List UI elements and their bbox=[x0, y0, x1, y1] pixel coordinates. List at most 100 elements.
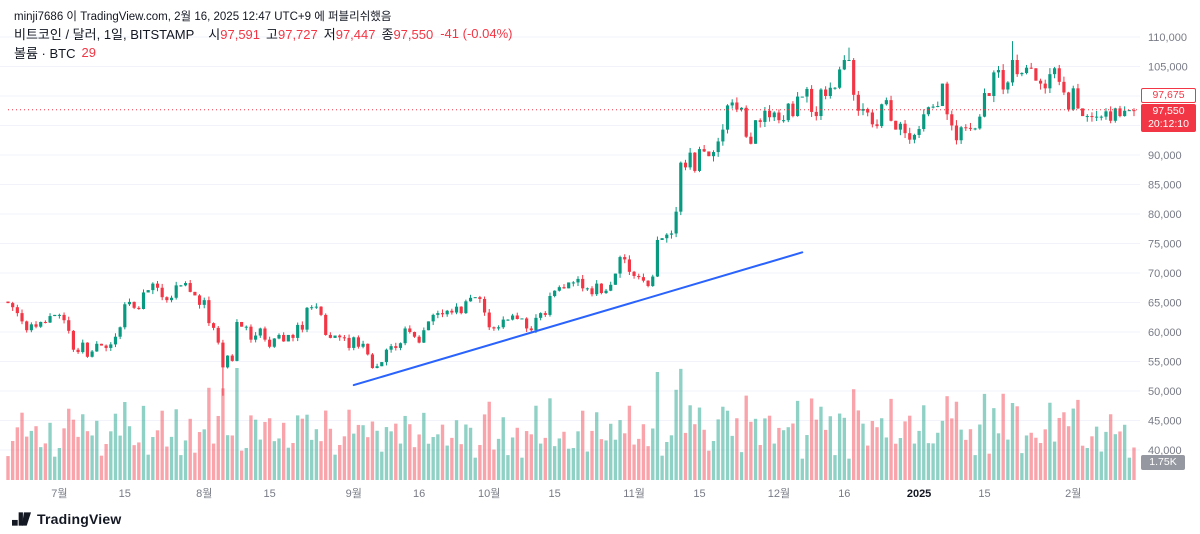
candle-body bbox=[333, 335, 337, 338]
candle-body bbox=[1118, 108, 1122, 117]
volume-bar bbox=[739, 452, 744, 480]
candle-body bbox=[767, 110, 772, 118]
price-tick-label: 60,000 bbox=[1148, 327, 1182, 339]
volume-bar bbox=[520, 457, 524, 480]
candle-body bbox=[412, 332, 417, 337]
candle-body bbox=[15, 307, 19, 314]
candle-body bbox=[506, 319, 510, 321]
volume-bar bbox=[408, 424, 412, 480]
volume-bar bbox=[623, 433, 627, 480]
candle-body bbox=[604, 290, 608, 294]
low-value: 97,447 bbox=[335, 27, 376, 42]
candle-body bbox=[39, 321, 43, 327]
candle-body bbox=[926, 107, 931, 115]
candle-body bbox=[847, 60, 851, 62]
volume-bar bbox=[894, 443, 898, 480]
volume-bar bbox=[604, 440, 608, 480]
candle-body bbox=[553, 290, 557, 297]
volume-bar bbox=[403, 415, 407, 480]
price-tick-label: 90,000 bbox=[1148, 150, 1182, 162]
volume-bar bbox=[333, 454, 337, 480]
open-label: 시 bbox=[208, 27, 221, 42]
candle-body bbox=[34, 324, 38, 327]
candle-body bbox=[146, 290, 150, 293]
candle-body bbox=[314, 306, 318, 308]
candle-body bbox=[179, 285, 183, 287]
time-tick-label: 10월 bbox=[478, 487, 500, 500]
last-price-value: 97,550 bbox=[1152, 105, 1185, 117]
candle-body bbox=[567, 282, 571, 289]
candle-body bbox=[1071, 88, 1075, 110]
volume-bar bbox=[118, 435, 122, 480]
volume-bar bbox=[104, 443, 108, 480]
candle-body bbox=[894, 120, 898, 130]
candle-body bbox=[286, 334, 290, 342]
trendline-drawing[interactable] bbox=[352, 251, 804, 387]
candle-body bbox=[1076, 88, 1080, 109]
volume-bar bbox=[837, 413, 842, 480]
candle-body bbox=[53, 314, 57, 317]
candle-body bbox=[240, 321, 244, 327]
candle-body bbox=[403, 328, 407, 344]
volume-bar bbox=[211, 443, 216, 480]
volume-bar bbox=[487, 401, 491, 480]
last-price-badge[interactable]: 97,550 20:12:10 bbox=[1141, 104, 1196, 132]
candle-body bbox=[394, 346, 398, 348]
candle-body bbox=[1024, 67, 1029, 73]
volume-bar bbox=[207, 387, 211, 480]
volume-bar bbox=[328, 428, 333, 480]
volume-bar bbox=[239, 450, 244, 480]
candle-body bbox=[1034, 68, 1038, 81]
price-line-label-badge[interactable]: 97,675 bbox=[1141, 88, 1196, 103]
volume-bar bbox=[543, 437, 547, 480]
candle-body bbox=[282, 334, 286, 342]
legend-row-volume: 볼륨 · BTC 29 bbox=[14, 43, 512, 62]
candle-body bbox=[408, 328, 412, 332]
volume-bar bbox=[1029, 432, 1033, 480]
candle-body bbox=[763, 110, 767, 122]
candle-body bbox=[384, 349, 389, 363]
volume-bar bbox=[1062, 412, 1066, 480]
brand-text[interactable]: TradingView bbox=[37, 511, 122, 527]
candle-body bbox=[310, 307, 314, 309]
candle-body bbox=[838, 69, 842, 88]
volume-bar bbox=[431, 437, 435, 480]
candle-body bbox=[268, 339, 272, 347]
chart-legend: 비트코인 / 달러, 1일, BITSTAMP 시97,591 고97,727 … bbox=[14, 24, 512, 62]
volume-bar bbox=[1099, 451, 1103, 480]
symbol-title[interactable]: 비트코인 / 달러, 1일, BITSTAMP bbox=[14, 27, 195, 42]
candle-body bbox=[300, 324, 304, 330]
volume-bar bbox=[291, 442, 295, 480]
volume-bar bbox=[6, 456, 10, 480]
candle-body bbox=[810, 88, 814, 112]
candle-body bbox=[57, 314, 61, 316]
volume-label[interactable]: 볼륨 · BTC bbox=[14, 46, 76, 61]
volume-bar bbox=[884, 437, 889, 480]
candle-body bbox=[819, 89, 823, 117]
volume-bar bbox=[62, 428, 66, 480]
volume-bar bbox=[562, 431, 566, 480]
volume-bar bbox=[319, 441, 323, 480]
candle-body bbox=[450, 310, 454, 313]
time-tick-label: 2월 bbox=[1065, 487, 1081, 500]
volume-bar bbox=[141, 405, 146, 480]
candle-body bbox=[1010, 60, 1015, 83]
volume-bar bbox=[847, 458, 851, 480]
candle-body bbox=[137, 307, 141, 309]
candle-body bbox=[174, 285, 178, 298]
volume-bar bbox=[641, 424, 646, 480]
volume-bar bbox=[571, 447, 576, 480]
candle-body bbox=[464, 301, 468, 314]
candle-body bbox=[338, 335, 342, 338]
volume-bar bbox=[1066, 426, 1071, 480]
candle-body bbox=[141, 292, 146, 309]
candle-body bbox=[674, 211, 678, 234]
volume-bar bbox=[566, 448, 571, 480]
candle-body bbox=[431, 314, 435, 322]
volume-bar bbox=[193, 452, 197, 480]
volume-bar bbox=[599, 439, 604, 480]
candle-body bbox=[595, 283, 599, 295]
candle-body bbox=[889, 100, 893, 121]
volume-bar bbox=[202, 429, 206, 480]
